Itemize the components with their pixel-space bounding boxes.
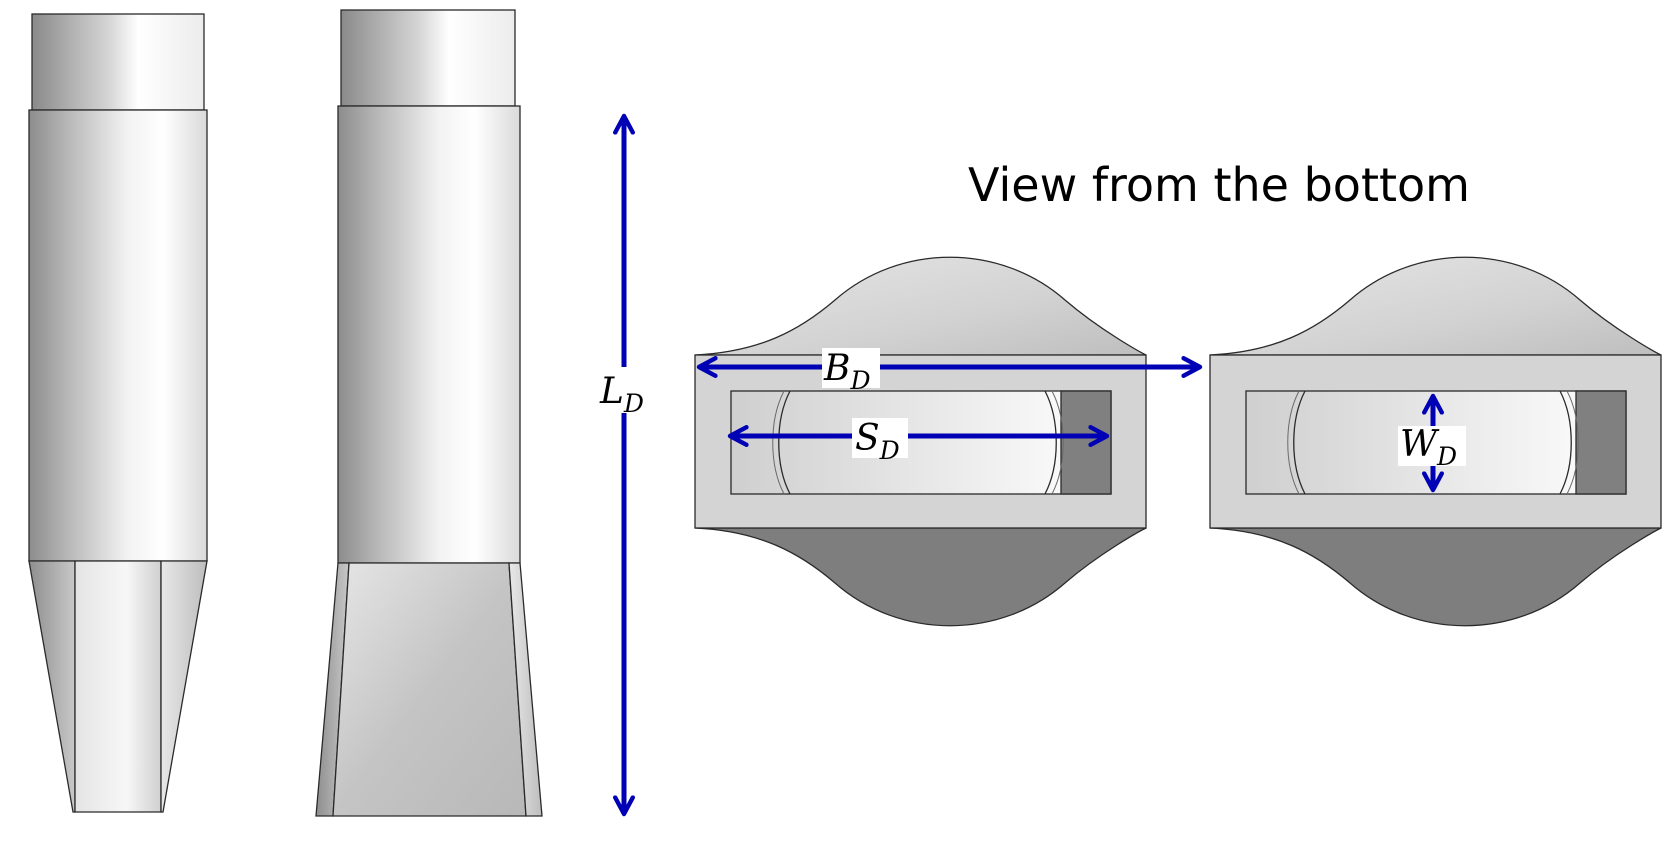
nozzle-side-view-wide — [315, 9, 543, 817]
span-label: SD — [855, 418, 900, 465]
breadth-label: BD — [823, 348, 871, 395]
width-label-sub: D — [1436, 442, 1457, 471]
width-label-main: W — [1400, 424, 1440, 465]
diagram-title: View from the bottom — [968, 158, 1470, 212]
breadth-label-main: B — [823, 348, 850, 389]
span-label-main: S — [855, 418, 880, 459]
nozzle-side-view-narrow — [28, 13, 208, 813]
length-label: LD — [599, 371, 644, 418]
span-label-sub: D — [879, 436, 900, 465]
breadth-label-sub: D — [849, 366, 870, 395]
width-label: WD — [1400, 424, 1457, 471]
length-label-sub: D — [623, 389, 644, 418]
nozzle-bottom-view-left — [694, 256, 1147, 627]
length-label-main: L — [599, 371, 624, 412]
nozzle-bottom-view-right — [1209, 256, 1662, 627]
